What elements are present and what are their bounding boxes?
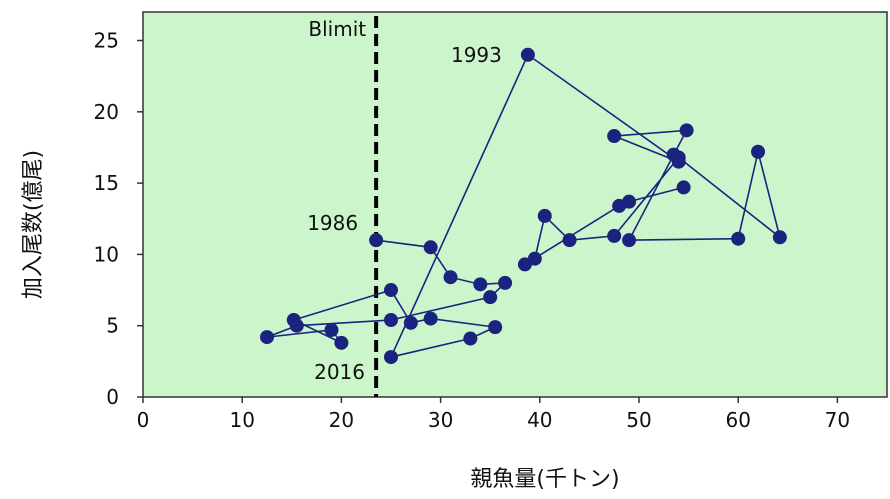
data-point: [520, 47, 535, 62]
x-tick-label: 40: [527, 408, 552, 432]
blimit-label: Blimit: [308, 17, 366, 41]
data-point: [384, 313, 398, 327]
y-tick-label: 25: [94, 29, 119, 53]
data-point: [671, 150, 686, 165]
data-point: [423, 240, 438, 255]
y-tick-label: 5: [106, 314, 119, 338]
data-point: [423, 311, 438, 326]
data-point: [676, 180, 691, 195]
data-point: [324, 322, 339, 337]
data-point: [607, 129, 622, 144]
data-point: [443, 270, 458, 285]
data-point: [286, 313, 301, 327]
data-point: [607, 228, 622, 243]
data-point: [772, 230, 787, 245]
x-tick-label: 70: [825, 408, 850, 432]
y-tick-label: 20: [94, 100, 119, 124]
data-point: [488, 320, 503, 335]
data-point: [260, 330, 274, 345]
y-tick-label: 15: [94, 171, 119, 195]
x-tick-label: 20: [329, 408, 354, 432]
axis-layer: 0 10 20 30 40 50 60 70 0 5 10 15 20 25: [94, 29, 851, 432]
x-tick-label: 0: [137, 408, 150, 432]
y-axis-title: 加入尾数(億尾): [21, 150, 46, 299]
data-point: [498, 275, 513, 290]
year-annotation: 1986: [307, 211, 358, 235]
year-annotation: 2016: [314, 360, 365, 384]
annotation-layer: 1993 1986 2016: [307, 43, 502, 384]
reference-line-layer: Blimit: [308, 16, 379, 397]
data-point: [369, 233, 384, 248]
data-point: [622, 233, 637, 248]
x-axis-title: 親魚量(千トン): [470, 467, 619, 492]
data-point: [731, 231, 746, 246]
data-point: [403, 315, 418, 330]
data-point: [562, 233, 577, 248]
data-point: [384, 283, 398, 298]
x-tick-label: 30: [428, 408, 453, 432]
year-annotation: 1993: [451, 43, 502, 67]
x-tick-label: 60: [725, 408, 750, 432]
data-point: [517, 257, 532, 272]
plot-area: [142, 11, 888, 398]
y-tick-label: 10: [94, 242, 119, 266]
data-point: [334, 335, 349, 350]
x-tick-label: 10: [229, 408, 254, 432]
series-layer: [260, 47, 787, 365]
data-point: [751, 144, 766, 159]
x-tick-label: 50: [626, 408, 651, 432]
data-point: [384, 350, 398, 365]
data-point: [679, 123, 694, 138]
data-point: [463, 331, 478, 346]
data-point: [483, 290, 498, 305]
data-point: [537, 208, 552, 223]
y-tick-label: 0: [106, 385, 119, 409]
data-point: [622, 194, 637, 209]
data-point: [473, 277, 488, 292]
